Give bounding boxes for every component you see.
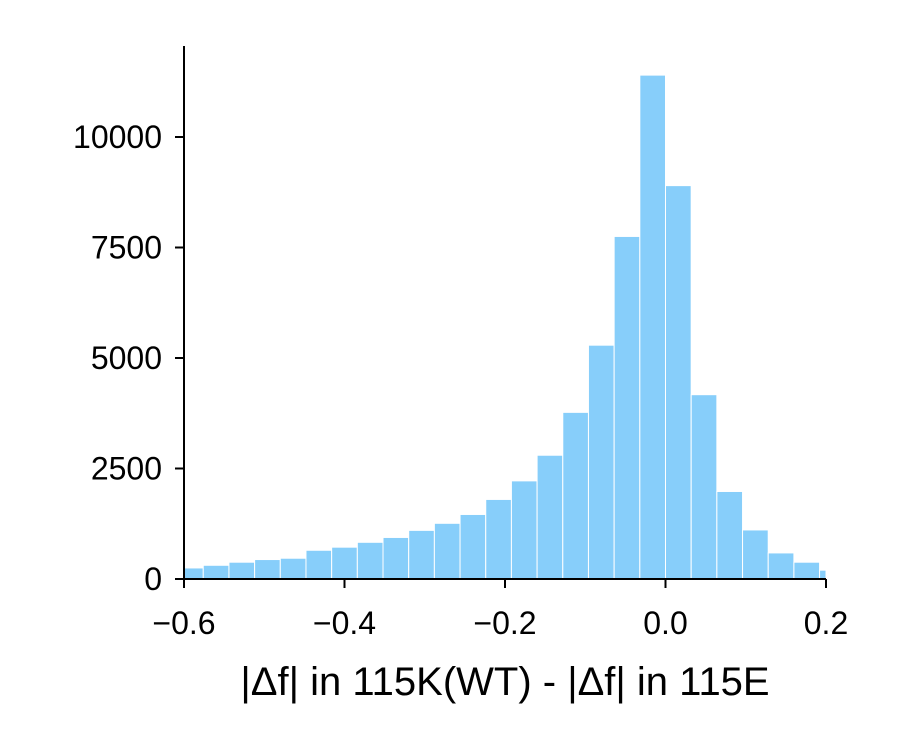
x-tick-label-1: −0.4 <box>313 605 376 641</box>
histogram-bar-9 <box>408 529 435 580</box>
histogram-bar-23 <box>767 552 795 580</box>
histogram-bar-11 <box>459 513 487 580</box>
histogram-bar-3 <box>254 559 281 580</box>
histogram-bar-18 <box>639 74 667 580</box>
x-tick-label-2: −0.2 <box>473 605 536 641</box>
y-tick-label-3: 7500 <box>91 230 162 266</box>
histogram-bar-20 <box>690 394 718 580</box>
histogram-bar-15 <box>562 411 589 580</box>
histogram-bar-4 <box>279 557 307 580</box>
histogram-bar-19 <box>665 185 692 580</box>
histogram-bar-5 <box>305 549 333 580</box>
histogram-bar-13 <box>510 480 538 580</box>
histogram-bar-17 <box>613 235 641 580</box>
y-tick-label-4: 10000 <box>73 119 162 155</box>
histogram-bar-16 <box>587 344 615 580</box>
histogram-bar-14 <box>536 454 564 580</box>
histogram-bar-21 <box>716 490 744 580</box>
histogram-bar-0 <box>183 567 204 580</box>
y-tick-label-2: 5000 <box>91 340 162 376</box>
histogram-bar-7 <box>356 541 384 580</box>
histogram-bar-22 <box>742 529 769 580</box>
x-tick-label-4: 0.2 <box>804 605 848 641</box>
y-ticks-layer: 0 2500 5000 7500 10000 <box>73 119 184 597</box>
histogram-bar-1 <box>202 564 230 580</box>
histogram-bar-8 <box>382 536 410 580</box>
x-tick-label-0: −0.6 <box>152 605 215 641</box>
histogram-bar-25 <box>819 569 827 580</box>
histogram-bar-24 <box>793 561 821 580</box>
y-tick-label-1: 2500 <box>91 451 162 487</box>
x-ticks-layer: −0.6 −0.4 −0.2 0.0 0.2 <box>152 579 848 641</box>
histogram-bar-2 <box>228 561 256 580</box>
x-tick-label-3: 0.0 <box>643 605 687 641</box>
bars-layer <box>183 74 827 580</box>
histogram-bar-10 <box>433 522 461 580</box>
histogram-bar-12 <box>485 498 512 580</box>
x-axis-title: |Δf| in 115K(WT) - |Δf| in 115E <box>240 660 769 704</box>
y-tick-label-0: 0 <box>144 561 162 597</box>
histogram-bar-6 <box>331 546 358 580</box>
